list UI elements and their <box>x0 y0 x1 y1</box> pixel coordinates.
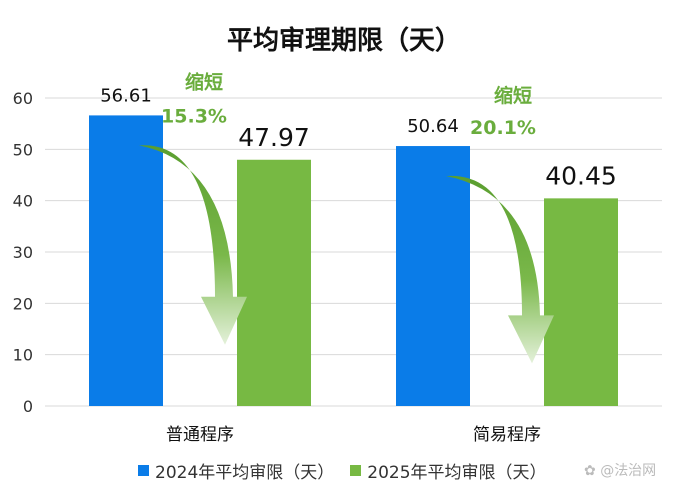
data-label: 40.45 <box>545 161 617 190</box>
y-tick-label: 0 <box>23 397 33 416</box>
y-tick-label: 20 <box>13 294 33 313</box>
annotation-value: 20.1% <box>470 117 536 139</box>
bar <box>544 198 618 406</box>
down-arrow-icon <box>139 145 247 345</box>
chart-title: 平均审理期限（天） <box>226 26 461 56</box>
bar <box>237 159 311 406</box>
legend-swatch-2025 <box>350 465 362 476</box>
category-label: 普通程序 <box>166 425 234 445</box>
bar <box>89 115 163 406</box>
data-label: 50.64 <box>407 116 459 137</box>
bar <box>396 146 470 406</box>
annotation-label: 缩短 <box>494 84 532 107</box>
down-arrow-icon <box>446 175 554 364</box>
annotation-label: 缩短 <box>185 70 223 93</box>
y-tick-label: 30 <box>13 243 33 262</box>
annotation-value: 15.3% <box>161 105 227 127</box>
y-tick-label: 60 <box>13 89 33 108</box>
y-tick-label: 50 <box>13 140 33 159</box>
y-tick-label: 40 <box>13 192 33 211</box>
legend-swatch-2024 <box>138 465 149 476</box>
y-tick-label: 10 <box>13 346 33 365</box>
watermark: ✿ @法治网 <box>584 460 656 480</box>
legend-label-2024: 2024年平均审限（天） <box>155 463 335 483</box>
category-label: 简易程序 <box>473 425 541 445</box>
data-label: 56.61 <box>100 85 152 106</box>
data-label: 47.97 <box>238 123 310 152</box>
legend: 2024年平均审限（天） 2025年平均审限（天） <box>138 458 547 483</box>
paw-icon: ✿ <box>584 463 596 479</box>
watermark-text: @法治网 <box>600 463 657 479</box>
legend-label-2025: 2025年平均审限（天） <box>367 463 547 483</box>
